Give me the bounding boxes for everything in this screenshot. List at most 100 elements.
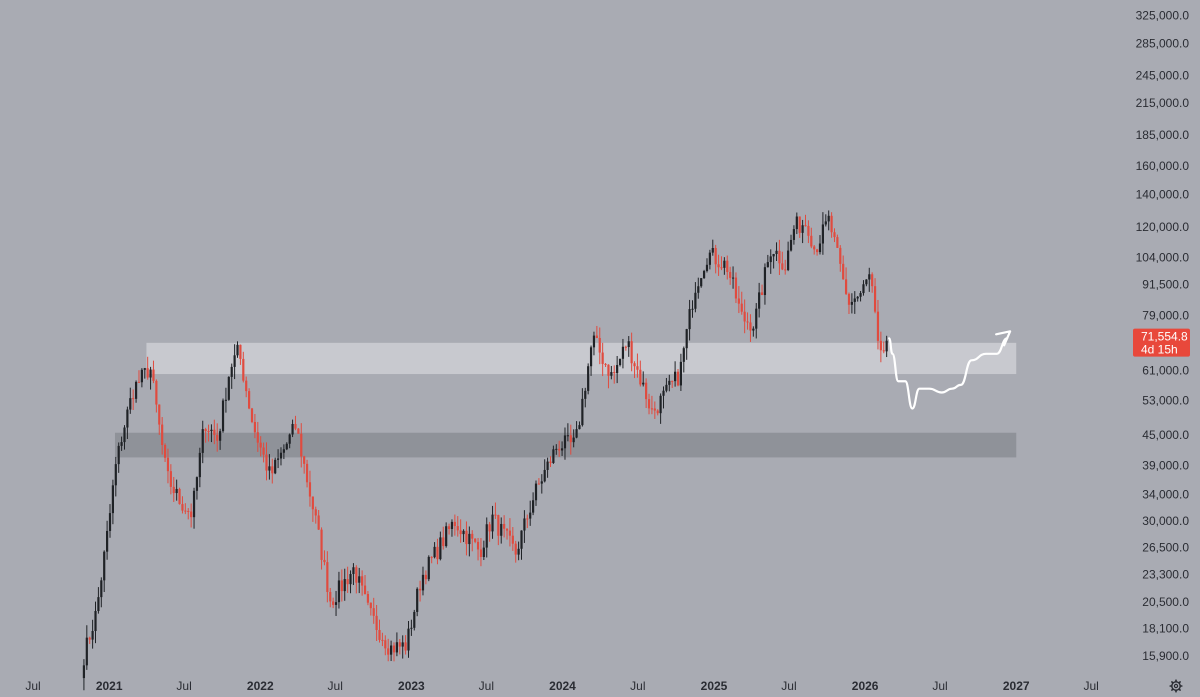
candle <box>505 528 509 540</box>
candle <box>589 345 593 376</box>
year-tick-label: 2027 <box>1003 679 1030 693</box>
candle <box>132 389 135 411</box>
price-axis[interactable]: 325,000.0 285,000.0 245,000.0 215,000.0 185,… <box>1136 9 1190 663</box>
candle <box>700 278 703 288</box>
candle <box>865 279 868 287</box>
candle <box>740 291 743 315</box>
candle <box>140 368 143 388</box>
price-tick-label: 140,000.0 <box>1136 187 1190 201</box>
candle <box>210 424 213 443</box>
candle <box>355 565 358 594</box>
candle <box>575 421 578 439</box>
candle <box>795 212 798 235</box>
candle <box>749 314 752 342</box>
month-tick-label: Jul <box>328 679 343 693</box>
candle <box>216 423 219 452</box>
candle <box>558 440 561 457</box>
candle <box>268 454 271 480</box>
candle <box>297 427 300 434</box>
candle <box>882 341 885 354</box>
candle <box>685 328 688 360</box>
candle <box>88 636 91 644</box>
candle <box>543 459 546 483</box>
candle <box>659 393 662 424</box>
candle <box>613 365 616 384</box>
current-price-tag-bg <box>1133 328 1190 357</box>
candle <box>227 376 230 401</box>
candle <box>711 239 714 256</box>
candle <box>343 568 346 601</box>
price-tick-label: 215,000.0 <box>1136 96 1190 110</box>
candle <box>256 421 259 452</box>
candle <box>714 244 717 274</box>
candle <box>361 570 364 596</box>
candle <box>621 338 625 369</box>
price-tick-label: 325,000.0 <box>1136 9 1190 23</box>
candle <box>746 312 749 330</box>
candle <box>172 476 175 502</box>
candle <box>674 361 677 387</box>
candle <box>821 212 824 255</box>
candle <box>804 214 807 227</box>
candle <box>566 423 569 442</box>
candle <box>859 290 862 302</box>
candle <box>801 219 804 244</box>
candle <box>737 286 740 314</box>
candle <box>653 401 656 419</box>
candle <box>856 296 859 302</box>
price-tick-label: 23,300.0 <box>1142 568 1189 582</box>
resistance-zone <box>146 342 1017 375</box>
candle <box>117 442 120 473</box>
candle <box>514 540 517 563</box>
candle <box>158 404 161 435</box>
candle <box>387 638 390 662</box>
candle <box>650 395 654 415</box>
candle <box>146 356 149 380</box>
candle <box>201 420 204 464</box>
candle <box>94 601 97 644</box>
candle <box>636 353 639 378</box>
candle <box>465 521 468 556</box>
candle <box>485 517 488 558</box>
gear-icon[interactable] <box>1169 679 1183 693</box>
candle <box>329 587 332 608</box>
candle <box>242 351 245 383</box>
candle <box>642 371 645 387</box>
candle <box>682 346 685 373</box>
candle <box>332 597 335 609</box>
candle <box>181 496 184 514</box>
candle <box>224 387 228 413</box>
candle <box>778 239 781 276</box>
candle <box>604 363 607 368</box>
candle <box>850 293 853 314</box>
candle <box>552 445 555 464</box>
candle <box>500 517 503 544</box>
candle <box>537 478 540 485</box>
price-tick-label: 39,000.0 <box>1142 458 1189 472</box>
candle <box>161 417 164 455</box>
candle <box>731 266 735 289</box>
candle <box>276 449 280 469</box>
price-tick-label: 285,000.0 <box>1136 36 1190 50</box>
candle <box>772 253 775 269</box>
candle <box>598 327 601 365</box>
month-tick-label: Jul <box>932 679 947 693</box>
candle <box>474 538 477 544</box>
candle <box>395 632 398 657</box>
time-axis[interactable]: Jul 2021 Jul 2022 Jul 2023 Jul 2024 Jul 2025 Jul 20… <box>25 679 1099 693</box>
candle <box>560 441 564 456</box>
candle <box>671 380 674 389</box>
price-tick-label: 45,000.0 <box>1142 428 1189 442</box>
candle <box>439 531 442 561</box>
candle <box>752 326 755 337</box>
candle <box>847 292 851 315</box>
candle <box>366 591 370 606</box>
candle <box>349 570 352 594</box>
candle <box>717 254 720 276</box>
candle <box>697 277 700 299</box>
candle <box>430 556 433 564</box>
candle <box>546 457 549 478</box>
candle <box>830 212 833 238</box>
candle <box>705 258 709 273</box>
